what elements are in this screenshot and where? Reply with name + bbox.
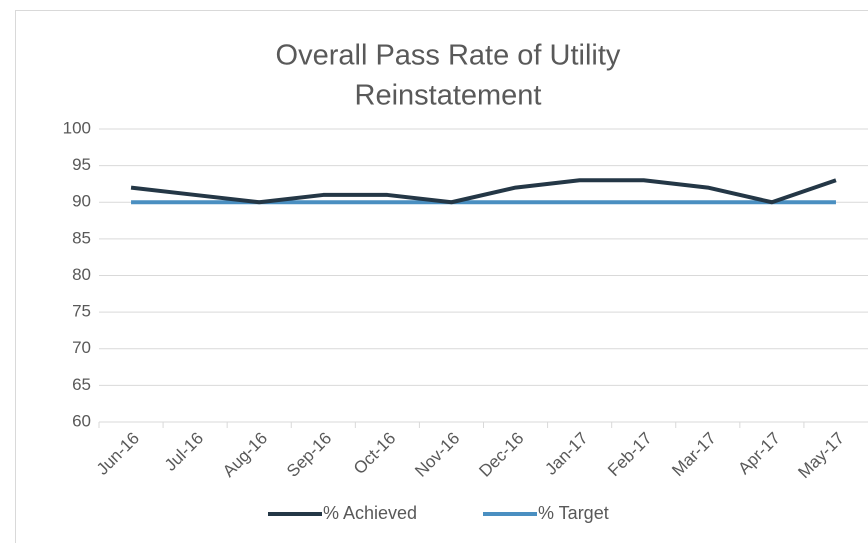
legend-label: % Target [538, 503, 609, 523]
chart-title: Reinstatement [355, 80, 542, 112]
chart-frame [15, 10, 868, 543]
y-tick-label: 90 [72, 192, 91, 211]
chart-title: Overall Pass Rate of Utility [276, 40, 621, 72]
y-tick-label: 60 [72, 411, 91, 430]
y-tick-label: 65 [72, 375, 91, 394]
y-tick-label: 70 [72, 338, 91, 357]
y-tick-label: 85 [72, 228, 91, 247]
y-tick-label: 95 [72, 155, 91, 174]
y-tick-label: 75 [72, 302, 91, 321]
legend-label: % Achieved [323, 503, 417, 523]
y-tick-label: 80 [72, 265, 91, 284]
series-line [130, 178, 837, 205]
y-tick-label: 100 [63, 118, 91, 137]
